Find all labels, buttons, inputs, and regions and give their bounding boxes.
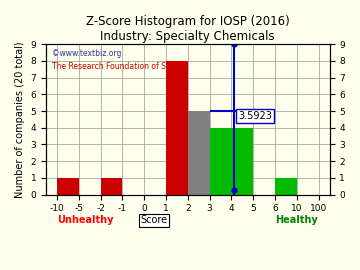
Bar <box>275 178 297 195</box>
Text: The Research Foundation of SUNY: The Research Foundation of SUNY <box>52 62 181 71</box>
Text: Healthy: Healthy <box>275 215 318 225</box>
Bar <box>166 61 188 195</box>
Text: ©www.textbiz.org: ©www.textbiz.org <box>52 49 121 58</box>
Bar <box>57 178 79 195</box>
Bar <box>188 111 210 195</box>
Bar <box>210 128 253 195</box>
Text: 3.5923: 3.5923 <box>238 112 272 122</box>
Title: Z-Score Histogram for IOSP (2016)
Industry: Specialty Chemicals: Z-Score Histogram for IOSP (2016) Indust… <box>86 15 290 43</box>
Y-axis label: Number of companies (20 total): Number of companies (20 total) <box>15 41 25 198</box>
Bar <box>100 178 122 195</box>
Text: Unhealthy: Unhealthy <box>57 215 114 225</box>
Text: Score: Score <box>140 215 167 225</box>
